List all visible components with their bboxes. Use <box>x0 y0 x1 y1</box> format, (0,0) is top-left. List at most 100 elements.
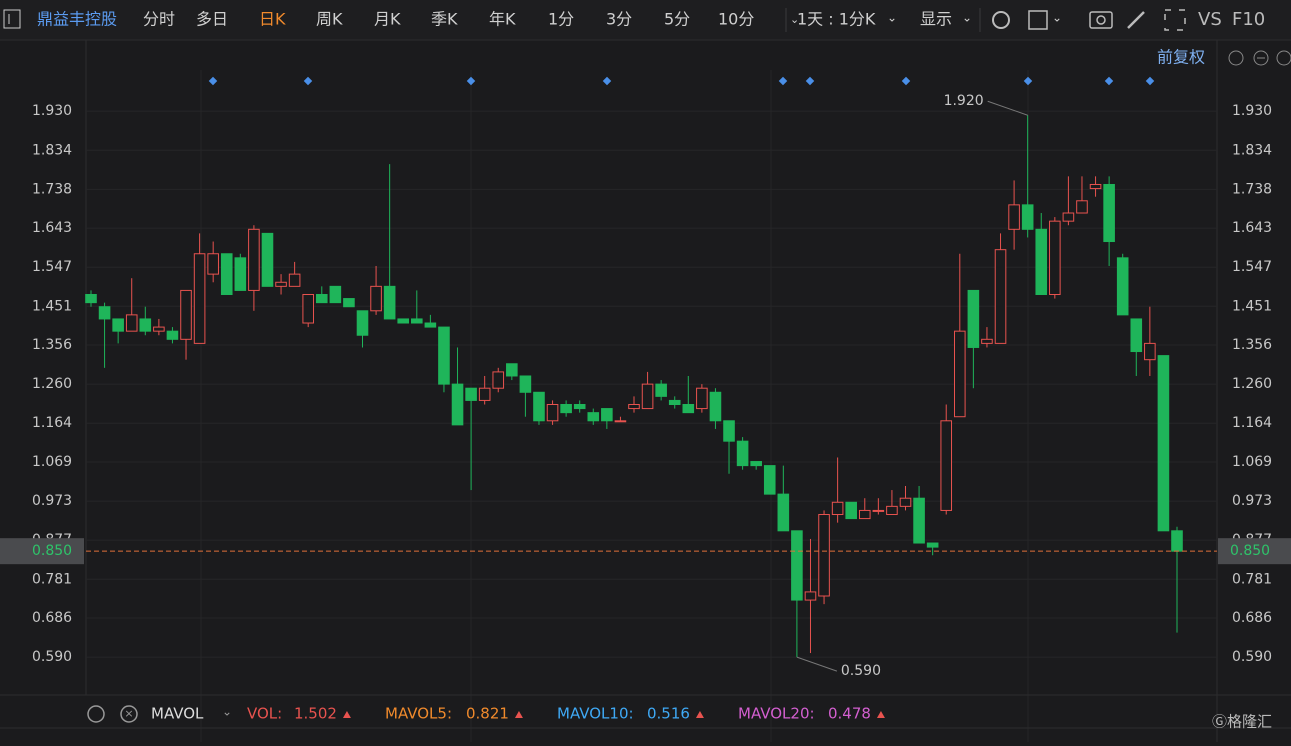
display-select[interactable]: 显示 <box>920 10 952 29</box>
vs-button[interactable]: VS <box>1198 9 1222 30</box>
camera-icon[interactable] <box>1089 11 1113 29</box>
volume-close-icon[interactable] <box>120 705 138 723</box>
tab[interactable]: 分时 <box>143 10 175 29</box>
candle-body <box>954 330 966 418</box>
candle-body <box>193 253 206 344</box>
candle-body <box>411 318 423 324</box>
f10-button[interactable]: F10 <box>1232 9 1265 30</box>
candle-body <box>641 383 654 410</box>
event-marker[interactable] <box>208 76 218 86</box>
candle-body <box>451 383 464 426</box>
tab[interactable]: 季K <box>431 10 458 29</box>
tab[interactable]: 年K <box>489 10 516 29</box>
candle-body <box>248 228 260 291</box>
candle-body <box>736 440 749 467</box>
up-arrow <box>514 711 523 718</box>
candle-body <box>220 253 233 295</box>
reset-icon[interactable] <box>1228 50 1244 66</box>
y-tick-label-left: 0.686 <box>32 610 72 626</box>
candle-body <box>913 497 925 544</box>
y-tick-label-left: 1.738 <box>32 181 72 197</box>
y-tick-label-right: 1.547 <box>1232 259 1272 275</box>
candle-body <box>180 289 192 340</box>
candle-body <box>329 285 342 304</box>
y-tick-label-right: 1.738 <box>1232 181 1272 197</box>
y-tick-label-right: 1.164 <box>1232 415 1272 431</box>
candle-body <box>831 501 844 516</box>
menu-icon[interactable] <box>3 9 21 29</box>
volume-settings-icon[interactable] <box>87 705 105 723</box>
candle-body <box>546 404 559 422</box>
candle-body <box>858 509 871 520</box>
volume-item-value: 0.478 <box>828 705 871 723</box>
candle-body <box>899 497 912 507</box>
y-tick-label-left: 0.590 <box>32 649 72 665</box>
square-icon[interactable] <box>1028 10 1048 30</box>
chevron: ⌄ <box>962 11 972 25</box>
adjust-select[interactable]: 前复权 <box>1157 48 1205 67</box>
candle-body <box>560 404 572 414</box>
y-tick-label-right: 1.260 <box>1232 376 1272 392</box>
y-tick-label-right: 0.686 <box>1232 610 1272 626</box>
volume-item-value: 0.516 <box>647 705 690 723</box>
event-marker[interactable] <box>466 76 476 86</box>
candle-body <box>994 249 1007 344</box>
candle-body <box>1021 204 1034 230</box>
tab[interactable]: 10分 <box>718 10 754 29</box>
candle-body <box>587 412 600 422</box>
tab[interactable]: 1分 <box>548 10 574 29</box>
candle-body <box>1103 183 1115 243</box>
tab[interactable]: 月K <box>374 10 401 29</box>
tab[interactable]: 3分 <box>606 10 632 29</box>
volume-item-value: 0.821 <box>466 705 509 723</box>
candle-body <box>356 310 369 336</box>
settings-icon[interactable] <box>992 11 1010 29</box>
volume-items: VOL: 1.502 MAVOL5: 0.821 MAVOL10: 0.516 MAVOL2… <box>247 705 885 723</box>
y-tick-label-right: 0.781 <box>1232 571 1272 587</box>
candle-body <box>628 404 640 410</box>
last-price-box-right <box>1218 538 1291 565</box>
volume-item-label: MAVOL10: <box>557 705 634 723</box>
y-tick-label-left: 0.973 <box>32 493 72 509</box>
volume-item-label: MAVOL5: <box>385 705 452 723</box>
y-tick-label-right: 1.643 <box>1232 220 1272 236</box>
candle-body <box>234 257 247 291</box>
low-leader <box>796 656 838 672</box>
tab[interactable]: 多日 <box>196 10 228 29</box>
zoom-out-icon[interactable] <box>1253 50 1269 66</box>
candle-body <box>424 322 437 328</box>
fullscreen-icon[interactable] <box>1164 9 1186 31</box>
candle-body <box>506 363 518 377</box>
chevron: ⌄ <box>887 11 897 25</box>
pen-icon[interactable] <box>1127 11 1145 29</box>
candle-body <box>315 293 328 304</box>
candle-body <box>492 371 505 389</box>
candle-body <box>112 318 124 332</box>
period-select[interactable]: 1天 : 1分K <box>797 10 876 29</box>
y-tick-label-left: 1.069 <box>32 454 72 470</box>
y-tick-label-left: 1.164 <box>32 415 72 431</box>
candle-body <box>777 493 790 532</box>
candle-body <box>804 591 817 601</box>
y-tick-label-left: 1.260 <box>32 376 72 392</box>
candle-body <box>926 542 939 548</box>
candle-body <box>465 387 477 401</box>
y-tick-label-right: 1.451 <box>1232 298 1272 314</box>
zoom-in-icon[interactable] <box>1276 50 1291 66</box>
y-tick-label-left: 1.547 <box>32 259 72 275</box>
tab[interactable]: 周K <box>316 10 343 29</box>
chevron: ⌄ <box>790 13 799 26</box>
candle-body <box>614 420 627 423</box>
volume-indicator-name[interactable]: MAVOL <box>151 705 204 723</box>
candle-body <box>153 326 165 332</box>
tab[interactable]: 日K <box>259 10 286 29</box>
event-marker[interactable] <box>303 76 313 86</box>
candle-body <box>1076 200 1088 214</box>
candle-body <box>1130 318 1143 353</box>
stock-name[interactable]: 鼎益丰控股 <box>37 10 117 29</box>
chevron: ⌄ <box>1052 11 1062 25</box>
tab[interactable]: 5分 <box>664 10 690 29</box>
candle-body <box>85 293 97 304</box>
